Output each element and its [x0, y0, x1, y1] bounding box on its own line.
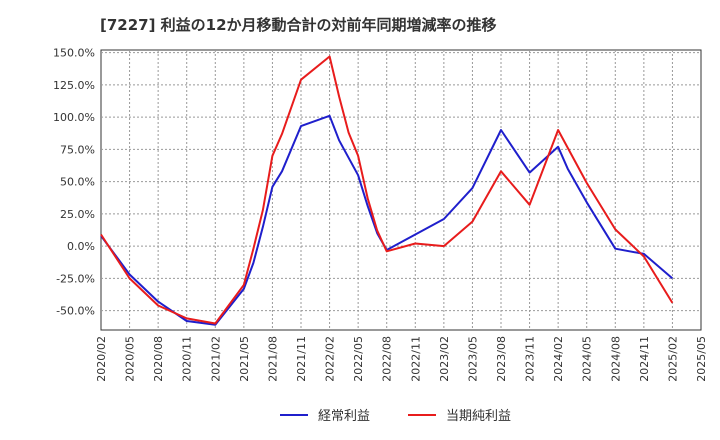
y-tick-label: 75.0% [60, 143, 95, 156]
x-tick-label: 2022/11 [409, 336, 422, 382]
x-tick-label: 2020/02 [95, 336, 108, 382]
x-tick-label: 2021/11 [295, 336, 308, 382]
x-tick-label: 2022/02 [324, 336, 337, 382]
y-tick-label: 100.0% [53, 111, 95, 124]
x-tick-label: 2022/08 [381, 336, 394, 382]
x-tick-label: 2024/02 [552, 336, 565, 382]
x-tick-label: 2020/05 [124, 336, 137, 382]
x-tick-label: 2024/05 [581, 336, 594, 382]
x-tick-label: 2025/02 [666, 336, 679, 382]
x-tick-label: 2021/02 [209, 336, 222, 382]
legend-label-1: 経常利益 [318, 409, 370, 424]
x-tick-label: 2023/05 [466, 336, 479, 382]
x-tick-label: 2021/08 [266, 336, 279, 382]
y-tick-label: 25.0% [60, 208, 95, 221]
x-tick-label: 2023/11 [524, 336, 537, 382]
x-tick-label: 2022/05 [352, 336, 365, 382]
x-tick-label: 2020/11 [181, 336, 194, 382]
y-tick-label: -50.0% [56, 305, 95, 318]
y-tick-label: 0.0% [67, 240, 95, 253]
y-tick-label: 125.0% [53, 79, 95, 92]
x-tick-label: 2020/08 [152, 336, 165, 382]
series-line-1 [100, 114, 674, 326]
x-tick-label: 2025/05 [695, 336, 708, 382]
legend-label-2: 当期純利益 [446, 409, 511, 424]
series-line-2 [100, 55, 674, 325]
y-tick-label: 150.0% [53, 47, 95, 60]
y-tick-label: -25.0% [56, 272, 95, 285]
x-tick-label: 2024/08 [609, 336, 622, 382]
y-tick-label: 50.0% [60, 176, 95, 189]
x-tick-label: 2023/02 [438, 336, 451, 382]
x-tick-label: 2024/11 [638, 336, 651, 382]
x-tick-label: 2021/05 [238, 336, 251, 382]
x-tick-label: 2023/08 [495, 336, 508, 382]
plot-area [100, 49, 702, 331]
chart-title: [7227] 利益の12か月移動合計の対前年同期増減率の推移 [100, 16, 497, 34]
